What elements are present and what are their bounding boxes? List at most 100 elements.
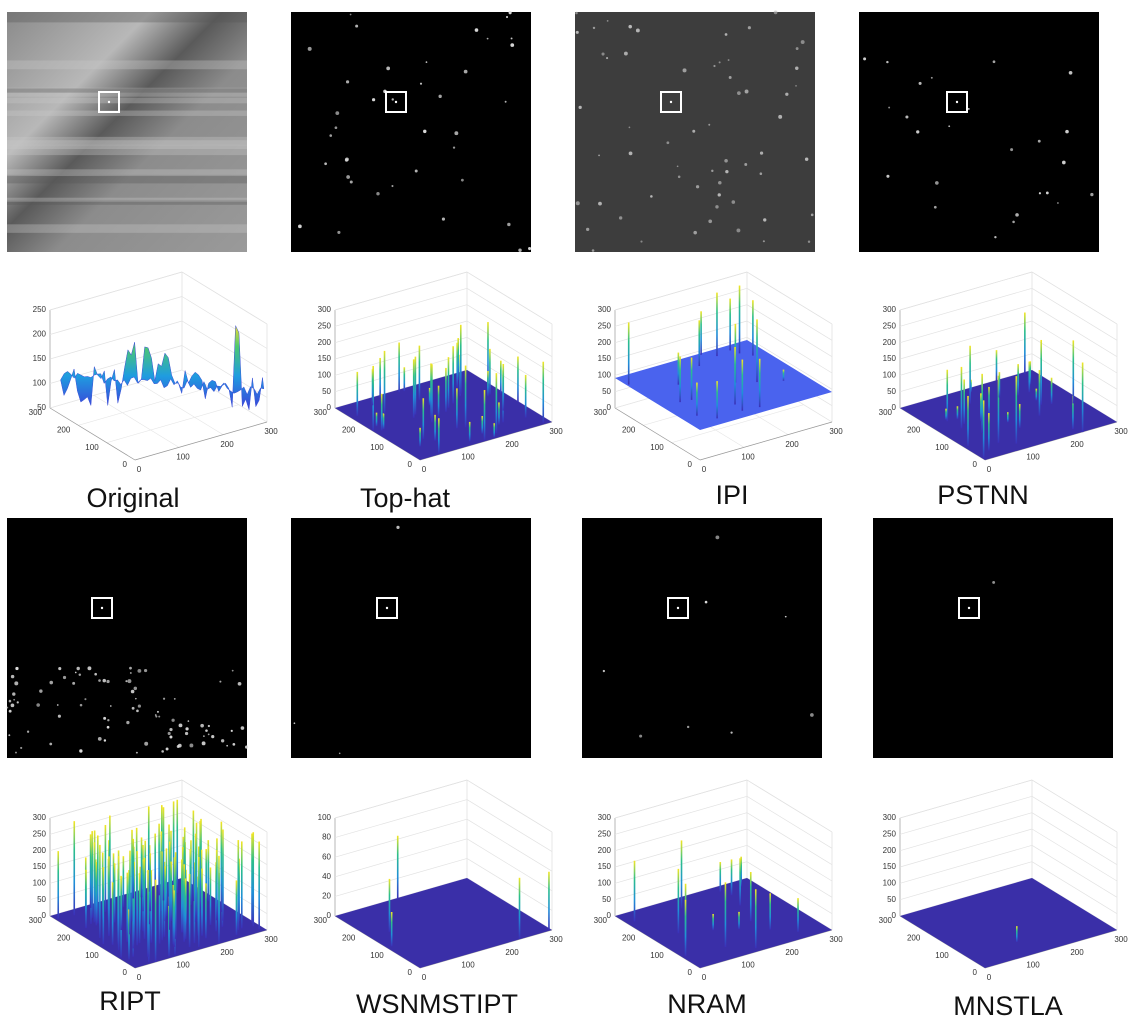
clutter [12,692,15,695]
spike [144,858,146,939]
surface-plot: 05010015020025030000100100200200300300 [314,272,564,474]
clutter [238,682,242,686]
clutter [57,704,59,706]
grid-line [1032,321,1117,373]
z-tick-label: 300 [33,813,47,822]
clutter [528,247,531,250]
spike [218,856,220,943]
clutter [805,157,808,160]
grid-line [50,297,182,335]
clutter [171,719,174,722]
clutter [233,743,236,746]
spike [97,835,99,923]
spike [484,390,486,440]
spike [756,319,758,382]
clutter [603,670,605,672]
clutter [132,707,135,710]
z-tick-label: 200 [598,338,612,347]
x-tick-label: 0 [422,465,427,474]
clutter [715,535,719,539]
y-tick-label: 300 [879,916,893,925]
x-tick-label: 0 [422,973,427,982]
spike [114,863,116,922]
spike [725,882,727,947]
clutter [174,698,176,700]
grid-line [900,288,1032,326]
clutter [708,219,712,223]
spike [681,840,683,908]
spike [481,416,483,434]
spike [980,393,982,421]
clutter [796,47,799,50]
spike [429,388,431,405]
x-tick-label: 100 [461,452,475,461]
spike [988,413,990,451]
clutter [169,728,172,731]
spike [983,400,985,458]
clutter [157,711,159,713]
spike [734,347,736,405]
grid-line [138,383,223,435]
clutter [17,701,19,703]
clutter [1046,192,1049,195]
spike [969,346,971,404]
clutter [454,131,458,135]
clutter [241,726,245,730]
x-tick-label: 200 [505,440,519,449]
clutter [185,727,188,730]
grid-line [467,800,552,852]
clutter [324,162,327,165]
spike [769,893,771,929]
texture [7,12,247,22]
spike [415,357,417,415]
clutter [221,739,224,742]
clutter [607,20,609,22]
clutter [20,747,22,749]
clutter [1038,140,1041,143]
grid-line [467,272,552,324]
spike [696,383,698,416]
x-tick-label: 300 [1114,935,1128,944]
spike [1028,362,1030,393]
clutter [107,719,109,721]
grid-line [900,305,1032,343]
clutter [179,723,183,727]
x-tick-label: 200 [220,948,234,957]
spike [376,413,378,427]
x-tick-label: 0 [137,465,142,474]
z-tick-label: 250 [598,829,612,838]
clutter [696,185,699,188]
clutter [49,681,53,685]
y-tick-label: 0 [688,968,693,977]
spike [525,375,527,418]
clutter [745,90,749,94]
z-tick-label: 100 [883,370,897,379]
clutter [329,134,332,137]
spike [719,862,721,892]
y-tick-label: 200 [622,425,636,434]
image [582,518,822,758]
clutter [27,731,29,733]
spike [496,373,498,433]
clutter [801,40,805,44]
grid-line [335,839,467,877]
image [859,12,1099,252]
x-tick-label: 300 [264,935,278,944]
spike [96,862,98,925]
clutter [732,200,736,204]
spike [498,402,500,424]
clutter [136,710,139,713]
grid-line [1032,288,1117,340]
clutter [134,687,137,690]
y-tick-label: 300 [594,916,608,925]
y-tick-label: 200 [57,425,71,434]
clutter [104,739,106,741]
spike [963,379,965,424]
spike [383,413,385,429]
image [7,12,247,252]
clutter [11,704,15,708]
clutter [453,147,455,149]
y-tick-label: 100 [370,443,384,452]
grid-line [747,288,832,340]
clutter [169,736,172,739]
